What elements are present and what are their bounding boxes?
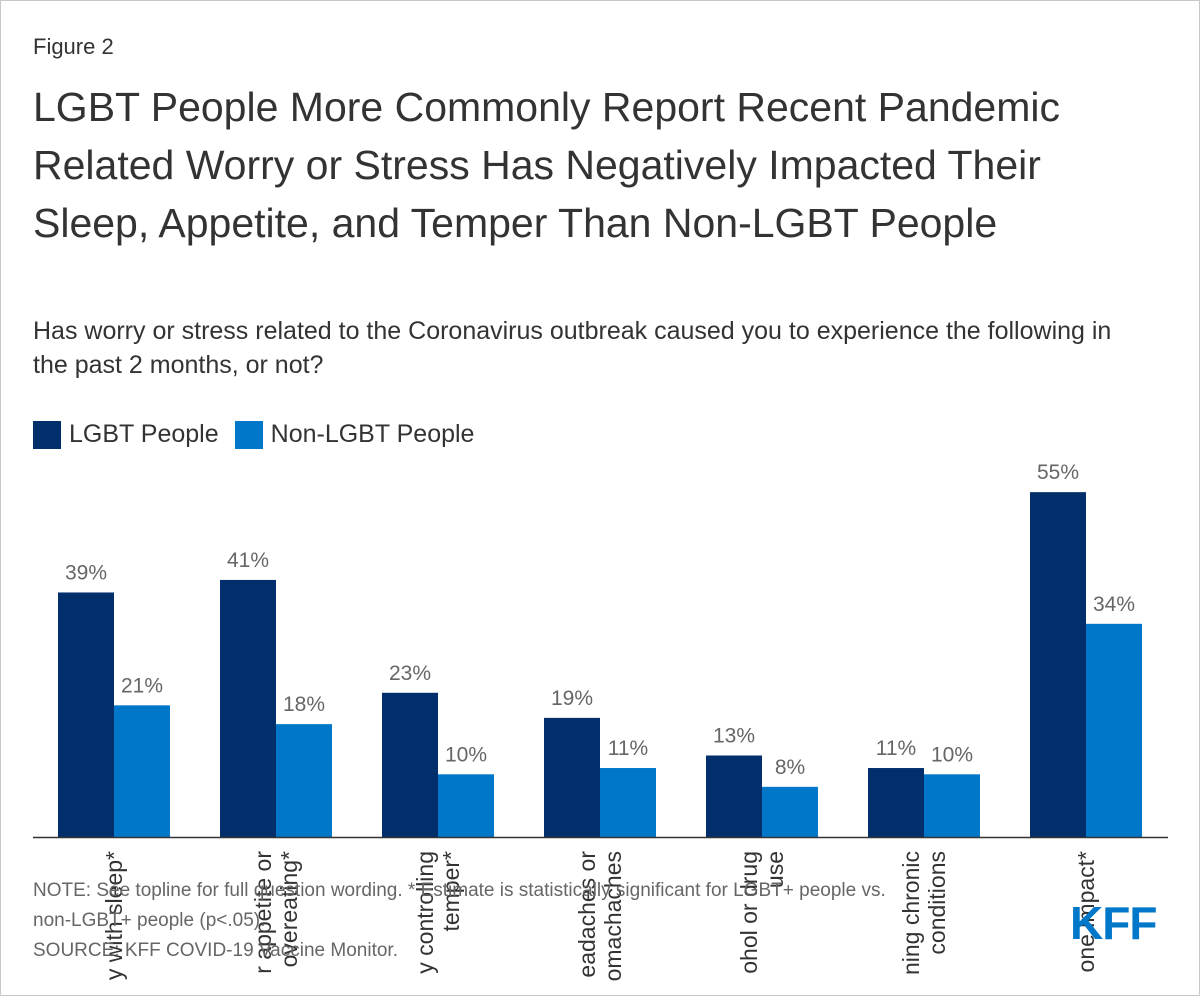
value-label-lgbt-4: 13% [713, 724, 755, 747]
value-label-non-lgbt-2: 10% [445, 743, 487, 766]
value-label-lgbt-3: 19% [551, 687, 593, 710]
category-label-4-line-1: use [762, 851, 788, 888]
bar-non-lgbt-5 [924, 774, 980, 837]
chart-subtitle: Has worry or stress related to the Coron… [33, 317, 1112, 379]
value-label-lgbt-5: 11% [876, 737, 916, 760]
legend-item-non-lgbt: Non-LGBT People [234, 420, 475, 449]
kff-logo: KFF [1070, 897, 1157, 949]
category-label-2-line-1: temper* [438, 851, 464, 932]
bar-non-lgbt-0 [114, 705, 170, 837]
source-line: SOURCE: KFF COVID-19 Vaccine Monitor. [33, 940, 398, 961]
value-label-non-lgbt-4: 8% [775, 756, 805, 779]
category-label-1-line-1: overeating* [276, 851, 302, 967]
bar-lgbt-2 [382, 692, 438, 837]
bar-non-lgbt-1 [276, 724, 332, 837]
value-label-non-lgbt-3: 11% [608, 737, 648, 760]
legend-swatch-lgbt [33, 420, 61, 449]
category-label-1-line-0: r appetite or [250, 851, 276, 974]
value-label-lgbt-2: 23% [389, 662, 431, 685]
bar-lgbt-3 [544, 717, 600, 837]
bar-non-lgbt-2 [438, 774, 494, 837]
bar-lgbt-1 [220, 579, 276, 837]
category-label-4-line-0: ohol or drug [736, 851, 762, 974]
category-label-5-line-1: conditions [924, 851, 950, 955]
legend-label-lgbt: LGBT People [69, 420, 219, 448]
chart-title: LGBT People More Commonly Report Recent … [33, 84, 1060, 246]
category-label-3-line-1: omachaches [600, 851, 626, 981]
note-line-1: NOTE: See topline for full question word… [33, 880, 886, 901]
category-label-2-line-0: y controlling [412, 851, 438, 974]
bar-non-lgbt-6 [1086, 623, 1142, 837]
category-label-5-line-0: ning chronic [898, 851, 924, 975]
legend-label-non-lgbt: Non-LGBT People [270, 420, 475, 448]
category-label-0-line-0: y with sleep* [101, 851, 127, 980]
legend-item-lgbt: LGBT People [33, 420, 219, 449]
figure-label: Figure 2 [33, 34, 114, 59]
bar-lgbt-4 [706, 755, 762, 837]
bar-non-lgbt-4 [762, 786, 818, 837]
value-label-non-lgbt-1: 18% [283, 693, 325, 716]
value-label-lgbt-1: 41% [227, 549, 269, 572]
bar-lgbt-6 [1030, 492, 1086, 837]
value-label-non-lgbt-0: 21% [121, 674, 163, 697]
legend: LGBT People Non-LGBT People [33, 420, 490, 449]
value-label-lgbt-6: 55% [1037, 461, 1079, 484]
bar-non-lgbt-3 [600, 768, 656, 837]
value-label-non-lgbt-5: 10% [931, 743, 973, 766]
bar-chart: 39% 21% 41% 18% 23% 10% 19% 11% 13% 8% 11% 10% 55% 34… [33, 461, 1168, 981]
category-label-3-line-0: eadaches or [574, 851, 600, 978]
note-line-2: non-LGBT+ people (p<.05). [33, 910, 266, 931]
legend-swatch-non-lgbt [234, 420, 263, 449]
value-label-non-lgbt-6: 34% [1093, 593, 1135, 616]
bar-lgbt-5 [868, 768, 924, 837]
category-label-6-line-0: one impact* [1073, 851, 1099, 973]
notes-block: NOTE: See topline for full question word… [33, 876, 1033, 966]
value-label-lgbt-0: 39% [65, 561, 107, 584]
bar-lgbt-0 [58, 592, 114, 837]
